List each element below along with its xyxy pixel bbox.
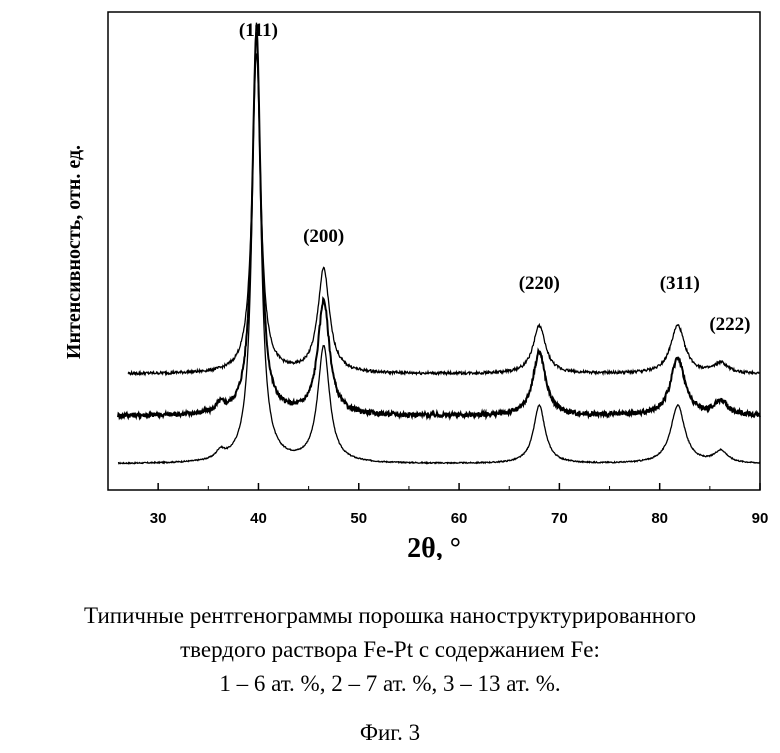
caption-line-3: 1 – 6 ат. %, 2 – 7 ат. %, 3 – 13 ат. %. xyxy=(0,672,780,695)
x-tick-label: 90 xyxy=(752,510,769,527)
x-axis-title: 2θ, ° xyxy=(407,533,461,560)
x-tick-label: 30 xyxy=(150,510,167,527)
peak-label: (200) xyxy=(303,226,344,247)
peak-label: (111) xyxy=(239,20,278,41)
caption-line-1: Типичные рентгенограммы порошка наностру… xyxy=(0,604,780,627)
caption-line-4: Фиг. 3 xyxy=(0,721,780,744)
caption-line-2: твердого раствора Fe-Pt с содержанием Fe… xyxy=(0,638,780,661)
x-tick-label: 80 xyxy=(651,510,668,527)
y-axis-title: Интенсивность, отн. ед. xyxy=(63,145,85,359)
series-group xyxy=(118,23,760,464)
peak-label: (222) xyxy=(709,314,750,335)
series-line-2 xyxy=(118,32,760,418)
x-tick-label: 50 xyxy=(350,510,367,527)
plot-frame xyxy=(108,12,760,490)
x-tick-label: 70 xyxy=(551,510,568,527)
peak-label: (220) xyxy=(519,273,560,294)
peak-label: (311) xyxy=(660,273,700,294)
peak-labels: (111) (200) (220) (311) (222) xyxy=(239,20,751,335)
series-line-3 xyxy=(128,54,760,375)
xrd-chart: 30 40 50 60 70 80 90 (111) (200) (220) (311) (222)… xyxy=(0,0,780,560)
x-tick-label: 60 xyxy=(451,510,468,527)
x-tick-label: 40 xyxy=(250,510,267,527)
